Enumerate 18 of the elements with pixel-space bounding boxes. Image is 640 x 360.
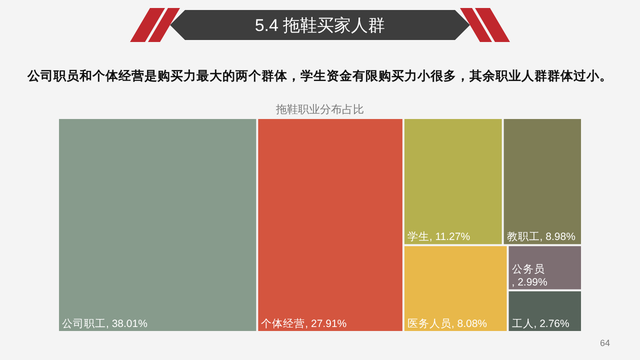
data-label: , 11.27% bbox=[429, 231, 470, 244]
data-label: , 27.91% bbox=[305, 318, 347, 330]
data-label: , 8.08% bbox=[451, 318, 488, 330]
category-label: 学生 bbox=[407, 230, 430, 244]
category-label: 个体经营 bbox=[261, 317, 306, 330]
category-label: 公司职工 bbox=[62, 318, 106, 330]
category-label: 公务员 bbox=[512, 263, 545, 276]
category-label: 教职工 bbox=[506, 231, 540, 244]
text: 5.4 拖鞋买家人群 bbox=[254, 16, 386, 35]
category-label: 工人 bbox=[512, 318, 534, 330]
text: 公司职员和个体经营是购买力最大的两个群体，学生资金有限购买力小很多，其余职业人群群体过小。 bbox=[26, 68, 612, 83]
data-label: , 8.98% bbox=[540, 231, 576, 244]
data-label: , 2.99% bbox=[512, 276, 548, 288]
text: 拖鞋职业分布占比 bbox=[275, 103, 364, 116]
data-label: , 38.01% bbox=[106, 318, 148, 330]
category-label: 医务人员 bbox=[407, 318, 452, 330]
data-label: , 2.76% bbox=[534, 318, 570, 330]
text: 64 bbox=[600, 338, 610, 348]
